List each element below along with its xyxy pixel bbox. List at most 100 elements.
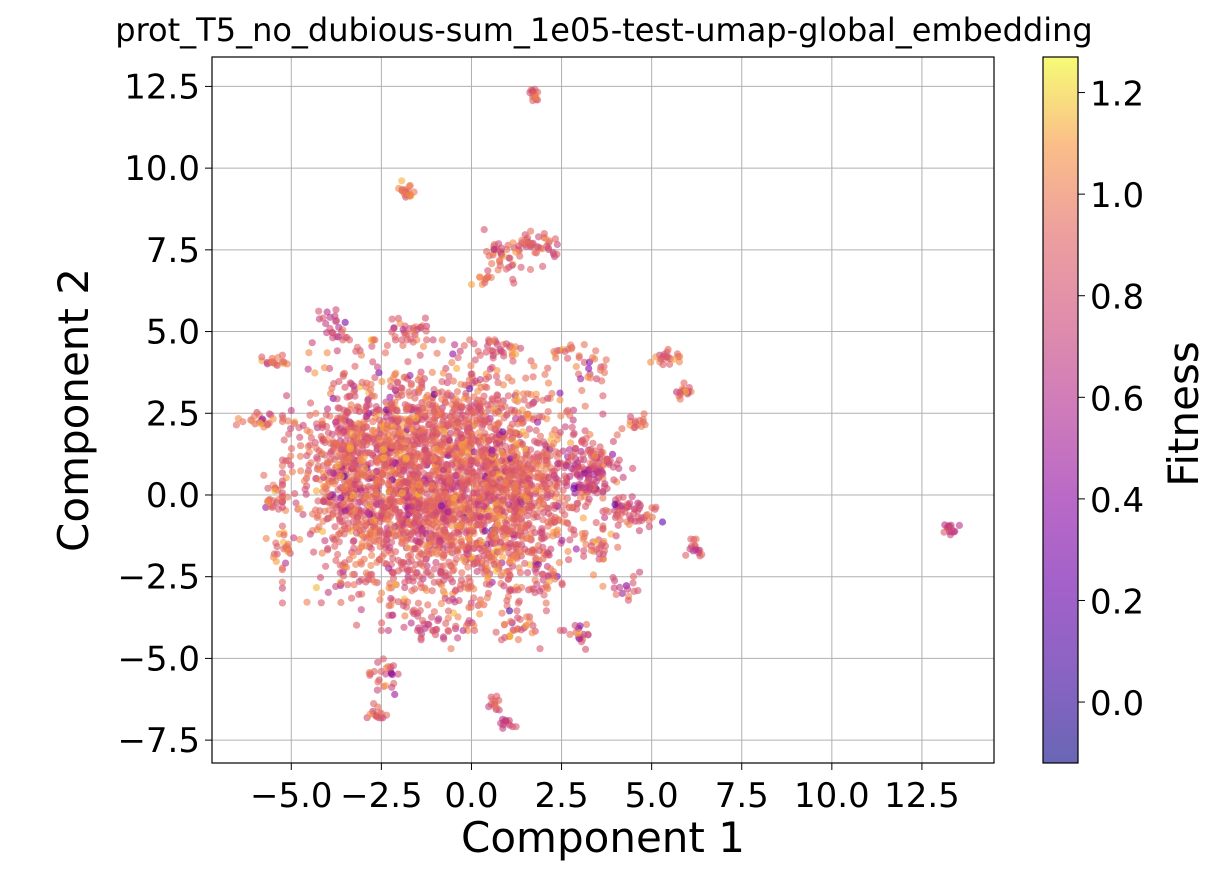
scatter-point <box>512 723 520 731</box>
scatter-point <box>425 550 433 559</box>
scatter-point <box>566 630 574 639</box>
scatter-point <box>567 464 576 473</box>
scatter-point <box>534 243 542 251</box>
scatter-point <box>534 541 543 550</box>
scatter-point <box>575 353 583 362</box>
scatter-point <box>376 596 384 604</box>
scatter-point <box>444 444 452 452</box>
scatter-point <box>497 636 506 644</box>
scatter-point <box>268 358 276 366</box>
scatter-point <box>483 416 491 424</box>
scatter-point <box>439 526 447 535</box>
scatter-point <box>430 471 438 479</box>
x-tick-label: 0.0 <box>444 776 498 816</box>
scatter-point <box>686 545 694 553</box>
scatter-point <box>385 602 393 610</box>
scatter-point <box>476 409 484 417</box>
scatter-point <box>391 505 399 513</box>
scatter-point <box>610 584 618 592</box>
scatter-point <box>386 544 394 552</box>
scatter-point <box>599 555 608 563</box>
scatter-point <box>592 545 601 553</box>
colorbar-tick-label: 1.2 <box>1090 75 1144 115</box>
scatter-point <box>284 548 292 556</box>
scatter-point <box>648 513 656 521</box>
scatter-point <box>594 468 602 476</box>
scatter-point <box>393 440 401 448</box>
scatter-point <box>341 318 349 326</box>
scatter-point <box>352 560 360 569</box>
scatter-point <box>399 529 407 537</box>
scatter-point <box>285 430 293 438</box>
scatter-point <box>407 556 416 565</box>
scatter-point <box>561 423 569 431</box>
scatter-point <box>490 245 498 253</box>
scatter-point <box>652 503 660 511</box>
scatter-point <box>526 265 535 274</box>
scatter-point <box>532 426 540 434</box>
scatter-point <box>311 369 319 377</box>
scatter-point <box>387 594 395 603</box>
y-tick-label: 2.5 <box>146 394 200 434</box>
scatter-point <box>483 456 491 465</box>
scatter-point <box>284 457 292 465</box>
scatter-point <box>537 469 545 477</box>
scatter-point <box>341 383 349 391</box>
scatter-point <box>400 558 408 567</box>
scatter-point <box>263 498 271 506</box>
scatter-point <box>432 509 440 517</box>
scatter-point <box>315 523 323 531</box>
scatter-point <box>580 358 589 366</box>
scatter-point <box>544 408 552 416</box>
scatter-point <box>415 552 423 561</box>
scatter-point <box>389 554 397 563</box>
scatter-point <box>624 585 632 593</box>
scatter-point <box>370 392 378 400</box>
scatter-point <box>631 517 639 525</box>
scatter-point <box>428 539 436 547</box>
scatter-point <box>506 254 514 262</box>
scatter-point <box>552 354 560 362</box>
scatter-point <box>344 519 352 527</box>
scatter-point <box>494 520 502 528</box>
scatter-point <box>624 596 633 604</box>
scatter-point <box>324 546 332 554</box>
colorbar-tick-label: 0.6 <box>1090 379 1144 419</box>
scatter-point <box>509 239 517 247</box>
scatter-point <box>321 537 329 545</box>
scatter-point <box>269 415 277 423</box>
scatter-point <box>351 362 359 370</box>
scatter-point <box>493 391 501 399</box>
scatter-point <box>428 587 436 595</box>
scatter-point <box>291 490 299 498</box>
colorbar: 0.0 0.2 0.4 0.6 0.8 1.0 1.2 Fitness <box>1042 56 1208 764</box>
scatter-point <box>406 181 414 190</box>
scatter-point <box>539 576 547 584</box>
scatter-point <box>278 599 286 607</box>
scatter-point <box>501 620 509 628</box>
scatter-point <box>670 355 678 363</box>
scatter-point <box>396 516 405 524</box>
scatter-point <box>629 464 637 472</box>
scatter-point <box>626 499 634 507</box>
scatter-point <box>609 573 617 582</box>
scatter-point <box>512 506 520 514</box>
scatter-point <box>367 561 375 570</box>
scatter-point <box>580 341 588 349</box>
y-axis-ticks: −7.5 −5.0 −2.5 0.0 2.5 5.0 7.5 10.0 12.5 <box>117 67 212 761</box>
scatter-point <box>320 364 329 372</box>
scatter-point <box>430 608 438 616</box>
scatter-point <box>331 418 340 426</box>
scatter-point <box>452 555 460 563</box>
scatter-point <box>524 411 532 419</box>
scatter-point <box>470 594 478 602</box>
scatter-point <box>532 390 540 398</box>
scatter-point <box>379 446 387 454</box>
scatter-point <box>437 600 445 608</box>
scatter-point <box>635 527 644 535</box>
scatter-point <box>516 615 524 624</box>
scatter-point <box>523 521 531 530</box>
scatter-point <box>434 494 442 502</box>
scatter-point <box>353 529 361 537</box>
scatter-point <box>435 426 443 434</box>
